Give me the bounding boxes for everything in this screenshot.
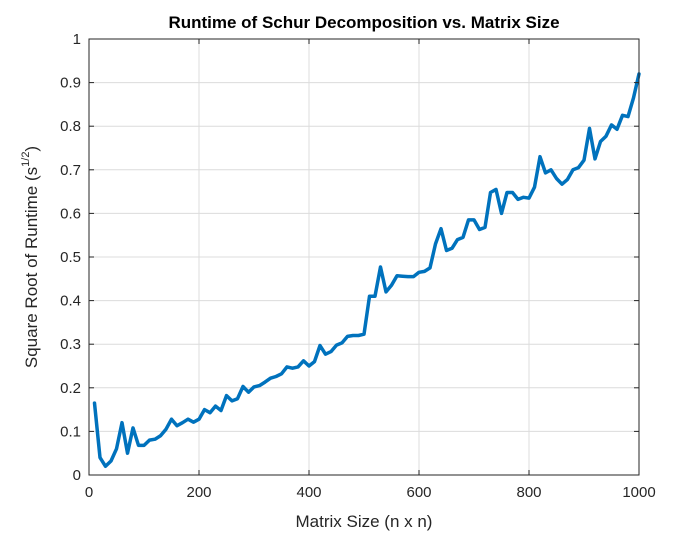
y-tick-label: 1	[73, 31, 81, 48]
x-tick-label: 200	[186, 484, 211, 501]
y-tick-label: 0.9	[60, 75, 81, 92]
x-tick-label: 400	[296, 484, 321, 501]
y-tick-label: 0	[73, 467, 81, 484]
x-tick-label: 600	[406, 484, 431, 501]
y-tick-label: 0.1	[60, 423, 81, 440]
y-axis-label-main: Square Root of Runtime (s	[22, 167, 41, 368]
y-axis-label: Square Root of Runtime (s1/2)	[20, 146, 41, 368]
y-tick-label: 0.6	[60, 205, 81, 222]
grid	[89, 39, 639, 475]
y-tick-label: 0.5	[60, 249, 81, 266]
tick-labels: 0 200 400 600 800 1000 0 0.1 0.2 0.3 0.4 0.5 0.6 0.7 0…	[60, 31, 656, 501]
y-tick-label: 0.4	[60, 293, 81, 310]
y-tick-label: 0.3	[60, 336, 81, 353]
x-tick-label: 1000	[622, 484, 655, 501]
y-tick-label: 0.2	[60, 380, 81, 397]
x-tick-label: 0	[85, 484, 93, 501]
y-tick-label: 0.7	[60, 162, 81, 179]
ticks	[88, 38, 640, 476]
x-axis-label: Matrix Size (n x n)	[296, 512, 433, 531]
series-layer	[92, 72, 641, 469]
series-line	[92, 72, 641, 469]
y-tick-label: 0.8	[60, 118, 81, 135]
x-tick-label: 800	[516, 484, 541, 501]
y-axis-label-superscript: 1/2	[20, 152, 32, 167]
chart-title: Runtime of Schur Decomposition vs. Matri…	[168, 13, 559, 32]
y-axis-label-close: )	[22, 146, 41, 152]
